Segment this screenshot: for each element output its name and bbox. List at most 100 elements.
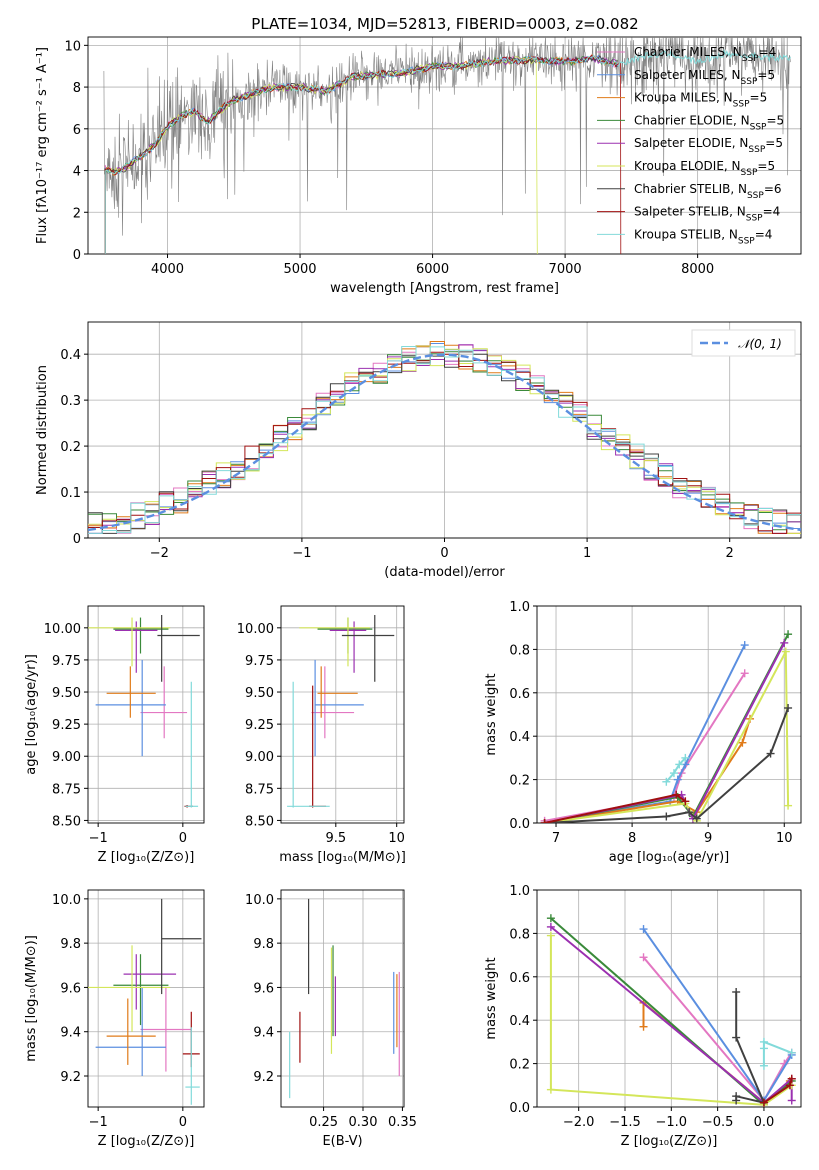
residuals-ytick-label: 0.3: [60, 394, 81, 409]
figure-title: PLATE=1034, MJD=52813, FIBERID=0003, z=0…: [251, 15, 638, 33]
errorbar-chabrier_stelib: [157, 614, 200, 682]
age_vs_mass-axes: 9.5 10 8.50 8.75 9.00 9.25 9.50 9.75 10.00 mass […: [237, 605, 406, 865]
age_vs_metallicity-ytick-label: 10.00: [44, 622, 81, 637]
legend-count: =4: [759, 45, 777, 59]
mass_weight_vs_metallicity-ytick-label: 0.2: [509, 1058, 530, 1073]
age_vs_metallicity-ytick-label: 8.50: [52, 814, 81, 829]
residuals-xtick-label: −1: [292, 546, 311, 561]
mass_vs_metallicity-plot: [88, 898, 202, 1105]
spectrum-model-kroupa_miles: [104, 53, 618, 254]
errorbar-kroupa_elodie: [88, 945, 171, 1032]
age_vs_mass-ytick-label: 8.75: [245, 782, 274, 797]
mass_weight_vs_age-ytick-label: 0.6: [509, 687, 530, 702]
legend-subscript: SSP: [748, 145, 765, 155]
legend-subscript: SSP: [747, 191, 764, 201]
legend-label-normal: 𝒩(0, 1): [738, 337, 782, 351]
age_vs_mass-plot: [287, 614, 395, 808]
marker-salpeter_stelib: [672, 790, 681, 799]
legend-label-salpeter_elodie: Salpeter ELODIE, NSSP=5: [634, 136, 783, 155]
mass_weight_vs_age-xtick-label: 8: [628, 831, 636, 846]
age_vs_mass-ytick-label: 9.00: [245, 750, 274, 765]
marker-kroupa_elodie: [546, 931, 555, 940]
series-line-kroupa_elodie: [549, 935, 793, 1106]
errorbar-kroupa_miles: [106, 998, 156, 1065]
errorbar-chabrier_stelib: [161, 898, 202, 995]
mass_weight_vs_age-xtick-label: 9: [704, 831, 712, 846]
spectrum-xtick-label: 6000: [416, 262, 449, 277]
mass_weight_vs_metallicity-frame: [536, 889, 802, 1108]
residuals-xtick-label: 1: [583, 546, 591, 561]
legend-label-chabrier_stelib: Chabrier STELIB, NSSP=6: [634, 182, 782, 201]
residuals-legend: 𝒩(0, 1): [691, 329, 796, 357]
errorbar-chabrier_miles: [311, 666, 355, 739]
age_vs_mass-ytick-label: 9.75: [245, 654, 274, 669]
age_vs_metallicity-ytick-label: 9.50: [52, 686, 81, 701]
marker-kroupa_stelib: [675, 760, 684, 769]
series-line-salpeter_elodie: [544, 642, 786, 823]
marker-salpeter_stelib: [787, 1074, 796, 1083]
age_vs_metallicity-frame: [87, 605, 205, 824]
mass_weight_vs_metallicity-plot: [546, 914, 796, 1107]
mass_vs_metallicity-ytick-label: 9.2: [60, 1070, 81, 1085]
marker-chabrier_stelib: [732, 1033, 741, 1042]
legend-label-kroupa_elodie: Kroupa ELODIE, NSSP=5: [634, 159, 775, 178]
mass_vs_ebv-xlabel: E(B-V): [322, 1134, 362, 1149]
spectrum-model-salpeter_miles: [104, 54, 618, 254]
age_vs_metallicity-xtick-label: −1: [89, 831, 108, 846]
mass_weight_vs_metallicity-ytick-label: 0.0: [509, 1101, 530, 1116]
marker-chabrier_stelib: [766, 749, 775, 758]
residuals-legend-box: [691, 329, 796, 357]
residuals-ytick-label: 0.1: [60, 486, 81, 501]
marker-chabrier_elodie: [784, 630, 793, 639]
mass_weight_vs_age-ytick-label: 0.2: [509, 774, 530, 789]
marker-salpeter_elodie: [546, 922, 555, 931]
errorbar-chabrier_elodie: [113, 954, 169, 1026]
age_vs_mass-xlabel: mass [log₁₀(M/M⊙)]: [279, 850, 406, 865]
mass_weight_vs_age-ytick-label: 0.0: [509, 817, 530, 832]
mass_vs_metallicity-ytick-label: 9.8: [60, 937, 81, 952]
errorbar-kroupa_stelib: [287, 681, 330, 808]
legend-label-kroupa_stelib: Kroupa STELIB, NSSP=4: [634, 227, 772, 246]
series-line-chabrier_miles: [544, 672, 746, 822]
legend-subscript: SSP: [741, 77, 758, 87]
residuals-ytick-label: 0.2: [60, 440, 81, 455]
mass_weight_vs_metallicity-ytick-label: 1.0: [509, 884, 530, 899]
spectrum-model-chabrier_miles: [104, 55, 618, 254]
errorbar-chabrier_elodie: [113, 617, 169, 654]
legend-count: =5: [757, 68, 775, 82]
spectrum-ylabel: Flux [fλ10⁻¹⁷ erg cm⁻² s⁻¹ A⁻¹]: [35, 47, 50, 244]
errorbar-kroupa_stelib: [185, 681, 199, 808]
errorbar-kroupa_miles: [317, 666, 358, 718]
marker-chabrier_stelib: [685, 808, 694, 817]
mass_weight_vs_age-ytick-label: 0.4: [509, 730, 530, 745]
legend-count: =5: [750, 91, 768, 105]
mass_weight_vs_metallicity-xtick-label: −1.5: [609, 1115, 641, 1130]
mass_vs_metallicity-xlabel: Z [log₁₀(Z/Z⊙)]: [98, 1134, 195, 1149]
marker-salpeter_elodie: [780, 638, 789, 647]
legend-subscript: SSP: [741, 168, 758, 178]
age_vs_mass-xtick-label: 10: [388, 831, 405, 846]
mass_weight_vs_age-frame: [536, 605, 802, 824]
mass_vs_metallicity-ylabel: mass [log₁₀(M/M⊙)]: [24, 935, 39, 1062]
residuals-axes: −2 −1 0 1 2 0 0.1 0.2 0.3 0.4 (data-model)/error No…: [35, 321, 802, 580]
age_vs_mass-ytick-label: 9.25: [245, 718, 274, 733]
legend-subscript: SSP: [746, 214, 763, 224]
marker-chabrier_stelib: [732, 987, 741, 996]
spectrum-model-salpeter_elodie: [104, 55, 618, 254]
mass_vs_ebv-ytick-label: 9.6: [253, 981, 274, 996]
age_vs_metallicity-ytick-label: 9.25: [52, 718, 81, 733]
histogram-chabrier_stelib: [88, 351, 801, 534]
errorbar-salpeter_elodie: [115, 621, 158, 673]
age_vs_mass-ytick-label: 9.50: [245, 686, 274, 701]
series-line-salpeter_miles: [544, 644, 746, 823]
residuals-xtick-label: 2: [726, 546, 734, 561]
marker-chabrier_elodie: [546, 914, 555, 923]
marker-kroupa_stelib: [681, 753, 690, 762]
residuals-xlabel: (data-model)/error: [384, 565, 505, 580]
marker-kroupa_stelib: [759, 1061, 768, 1070]
mass_weight_vs_age-axes: 7 8 9 10 0.0 0.2 0.4 0.6 0.8 1.0 age [log₁₀(age/yr…: [484, 600, 802, 865]
age_vs_mass-frame: [280, 605, 405, 824]
age_vs_metallicity-ylabel: age [log₁₀(age/yr)]: [24, 654, 39, 775]
legend-count: =5: [757, 159, 775, 173]
